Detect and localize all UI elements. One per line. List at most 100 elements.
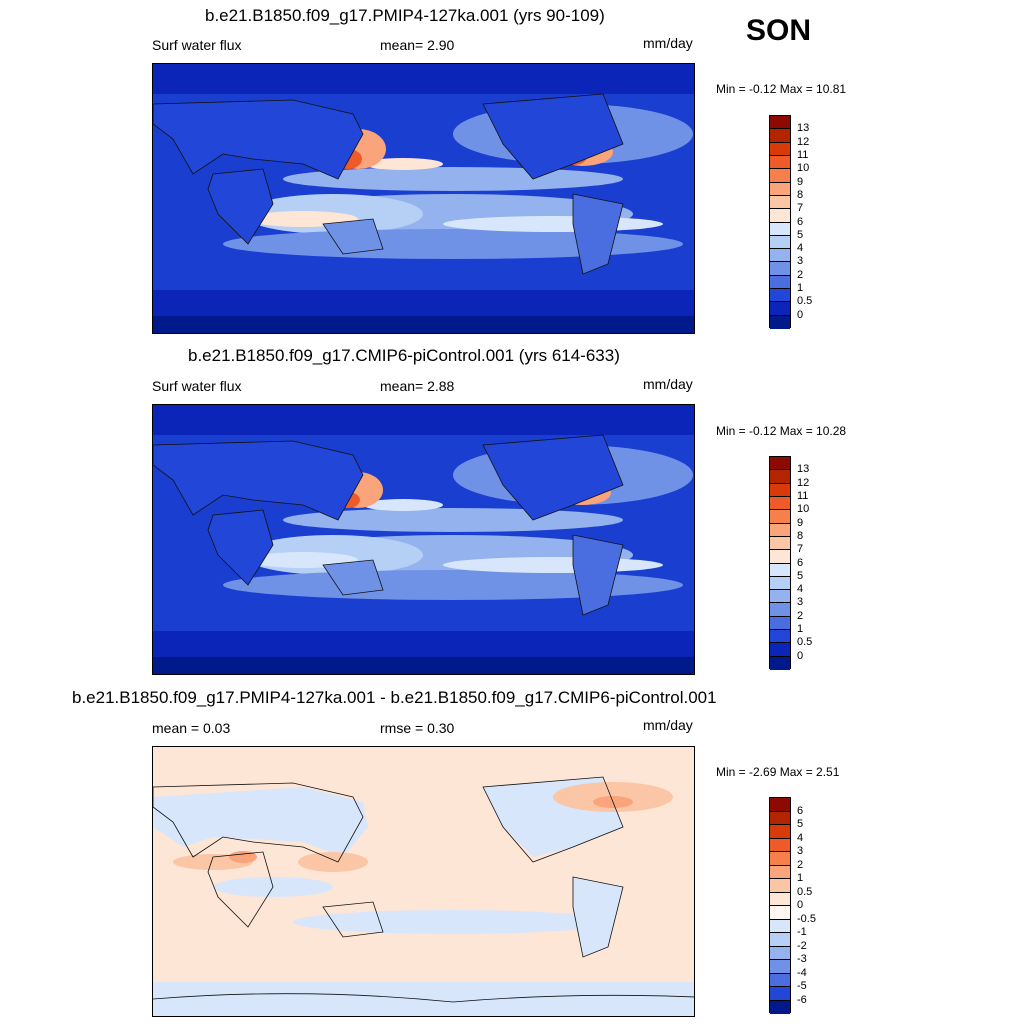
colorbar-swatch bbox=[770, 616, 790, 631]
panel-1-variable-label: Surf water flux bbox=[152, 37, 242, 53]
panel-3-colorbar bbox=[769, 797, 791, 1014]
colorbar-tick-label: -6 bbox=[797, 993, 807, 1006]
panel-2-map bbox=[152, 404, 695, 675]
colorbar-swatch bbox=[770, 457, 790, 471]
colorbar-swatch bbox=[770, 960, 790, 974]
colorbar-tick-label: -1 bbox=[797, 926, 807, 938]
colorbar-swatch bbox=[770, 249, 790, 263]
colorbar-tick-label: -0.5 bbox=[797, 912, 816, 925]
colorbar-swatch bbox=[770, 987, 790, 1001]
panel-2-units-label: mm/day bbox=[643, 376, 693, 392]
colorbar-swatch bbox=[770, 195, 790, 210]
colorbar-tick-label: 0 bbox=[797, 899, 804, 911]
panel-2-title: b.e21.B1850.f09_g17.CMIP6-piControl.001 … bbox=[188, 346, 620, 365]
panel-2-colorbar bbox=[769, 456, 791, 670]
colorbar-swatch bbox=[770, 209, 790, 223]
panel-2-minmax: Min = -0.12 Max = 10.28 bbox=[716, 424, 847, 438]
colorbar-swatch bbox=[770, 906, 790, 920]
colorbar-swatch bbox=[770, 155, 790, 170]
colorbar-swatch bbox=[770, 496, 790, 511]
colorbar-tick-label: 5 bbox=[797, 569, 804, 582]
panel-3-rmse-label: rmse = 0.30 bbox=[380, 720, 455, 736]
colorbar-swatch bbox=[770, 973, 790, 987]
colorbar-swatch bbox=[770, 798, 790, 812]
colorbar-tick-label: 5 bbox=[797, 228, 804, 241]
panel-1-colorbar bbox=[769, 115, 791, 329]
colorbar-swatch bbox=[770, 550, 790, 564]
colorbar-tick-label: 2 bbox=[797, 858, 804, 871]
colorbar-swatch bbox=[770, 656, 790, 670]
colorbar-swatch bbox=[770, 825, 790, 839]
colorbar-swatch bbox=[770, 523, 790, 537]
colorbar-tick-label: 1 bbox=[797, 282, 804, 295]
colorbar-swatch bbox=[770, 470, 790, 484]
panel-1-map bbox=[152, 63, 695, 334]
colorbar-swatch bbox=[770, 576, 790, 591]
colorbar-swatch bbox=[770, 169, 790, 183]
colorbar-tick-label: 12 bbox=[797, 135, 810, 148]
colorbar-tick-label: 9 bbox=[797, 516, 804, 529]
colorbar-tick-label: 6 bbox=[797, 215, 804, 228]
colorbar-tick-label: 1 bbox=[797, 623, 804, 636]
colorbar-swatch bbox=[770, 289, 790, 303]
colorbar-tick-label: 7 bbox=[797, 202, 804, 215]
colorbar-tick-label: 13 bbox=[797, 463, 810, 476]
colorbar-tick-label: 3 bbox=[797, 845, 804, 857]
colorbar-tick-label: -4 bbox=[797, 966, 807, 979]
colorbar-tick-label: 2 bbox=[797, 609, 804, 622]
colorbar-tick-label: 13 bbox=[797, 122, 810, 135]
colorbar-swatch bbox=[770, 116, 790, 130]
colorbar-tick-label: 0 bbox=[797, 649, 804, 662]
colorbar-swatch bbox=[770, 235, 790, 250]
colorbar-swatch bbox=[770, 222, 790, 236]
colorbar-swatch bbox=[770, 643, 790, 657]
colorbar-swatch bbox=[770, 315, 790, 329]
colorbar-swatch bbox=[770, 302, 790, 316]
colorbar-tick-label: 2 bbox=[797, 268, 804, 281]
colorbar-tick-label: 1 bbox=[797, 872, 804, 884]
colorbar-tick-label: 9 bbox=[797, 175, 804, 188]
panel-3-minmax: Min = -2.69 Max = 2.51 bbox=[716, 765, 840, 779]
colorbar-tick-label: -2 bbox=[797, 939, 807, 952]
colorbar-tick-label: -5 bbox=[797, 980, 807, 992]
panel-2-mean-label: mean= 2.88 bbox=[380, 378, 455, 394]
colorbar-swatch bbox=[770, 129, 790, 143]
colorbar-swatch bbox=[770, 142, 790, 156]
colorbar-tick-label: 6 bbox=[797, 804, 804, 817]
panel-2-variable-label: Surf water flux bbox=[152, 378, 242, 394]
colorbar-swatch bbox=[770, 563, 790, 577]
colorbar-swatch bbox=[770, 852, 790, 866]
colorbar-tick-label: 4 bbox=[797, 831, 804, 844]
colorbar-swatch bbox=[770, 590, 790, 604]
colorbar-swatch bbox=[770, 510, 790, 524]
panel-1-units-label: mm/day bbox=[643, 35, 693, 51]
colorbar-tick-label: 4 bbox=[797, 583, 804, 596]
colorbar-swatch bbox=[770, 933, 790, 947]
colorbar-swatch bbox=[770, 919, 790, 933]
colorbar-tick-label: 10 bbox=[797, 503, 810, 516]
colorbar-swatch bbox=[770, 275, 790, 290]
colorbar-tick-label: 7 bbox=[797, 543, 804, 556]
colorbar-swatch bbox=[770, 483, 790, 497]
colorbar-swatch bbox=[770, 1000, 790, 1014]
colorbar-tick-label: 0.5 bbox=[797, 885, 813, 898]
colorbar-tick-label: 5 bbox=[797, 818, 804, 830]
colorbar-tick-label: 11 bbox=[797, 148, 809, 161]
colorbar-swatch bbox=[770, 946, 790, 960]
colorbar-swatch bbox=[770, 838, 790, 852]
colorbar-tick-label: 4 bbox=[797, 242, 804, 255]
panel-3-map bbox=[152, 746, 695, 1017]
panel-1-title: b.e21.B1850.f09_g17.PMIP4-127ka.001 (yrs… bbox=[205, 6, 605, 25]
colorbar-tick-label: 0 bbox=[797, 308, 804, 321]
colorbar-swatch bbox=[770, 603, 790, 617]
panel-3-title: b.e21.B1850.f09_g17.PMIP4-127ka.001 - b.… bbox=[72, 688, 717, 707]
colorbar-tick-label: 8 bbox=[797, 188, 804, 201]
panel-3-mean-label: mean = 0.03 bbox=[152, 720, 231, 736]
panel-1-mean-label: mean= 2.90 bbox=[380, 37, 455, 53]
colorbar-tick-label: 3 bbox=[797, 596, 804, 609]
season-label: SON bbox=[746, 14, 812, 47]
colorbar-swatch bbox=[770, 182, 790, 196]
colorbar-swatch bbox=[770, 630, 790, 644]
panel-1-minmax: Min = -0.12 Max = 10.81 bbox=[716, 82, 847, 96]
colorbar-tick-label: 12 bbox=[797, 476, 810, 489]
